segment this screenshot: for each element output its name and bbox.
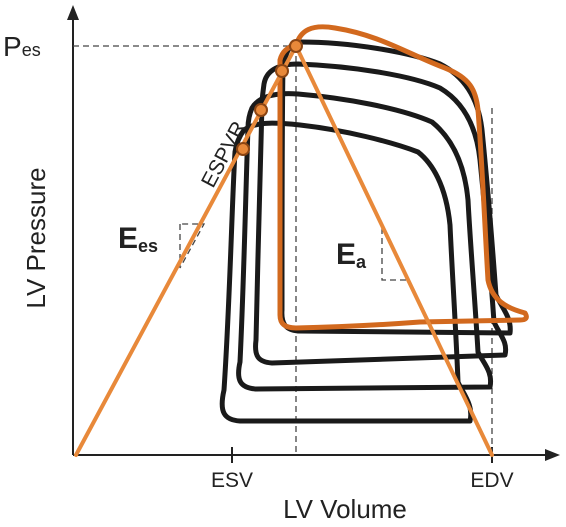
ea-label: Ea xyxy=(336,238,367,272)
ea-label-main: E xyxy=(336,238,356,271)
pes-label-sub: es xyxy=(22,40,41,60)
es-point-4 xyxy=(236,142,250,156)
pes-label: Pes xyxy=(3,31,41,62)
ea-line xyxy=(294,44,494,457)
ea-label-sub: a xyxy=(356,252,367,272)
es-point-3 xyxy=(254,103,268,117)
edv-tick-label: EDV xyxy=(470,469,513,492)
highlighted-pv-loop xyxy=(277,24,529,331)
esv-tick-label: ESV xyxy=(211,469,253,492)
ees-label: Ees xyxy=(118,222,158,256)
ees-slope-triangle xyxy=(179,223,206,269)
y-axis-label: LV Pressure xyxy=(21,167,51,308)
ea-slope-triangle xyxy=(381,228,409,281)
es-point-2 xyxy=(275,64,289,78)
x-axis-label: LV Volume xyxy=(283,494,407,524)
y-axis-arrow xyxy=(67,5,79,20)
ees-label-sub: es xyxy=(138,236,158,256)
pes-label-main: P xyxy=(3,31,22,62)
end-systolic-points xyxy=(236,39,303,156)
es-point-1 xyxy=(289,39,303,53)
x-axis-arrow xyxy=(545,449,560,461)
ees-label-main: E xyxy=(118,222,138,255)
